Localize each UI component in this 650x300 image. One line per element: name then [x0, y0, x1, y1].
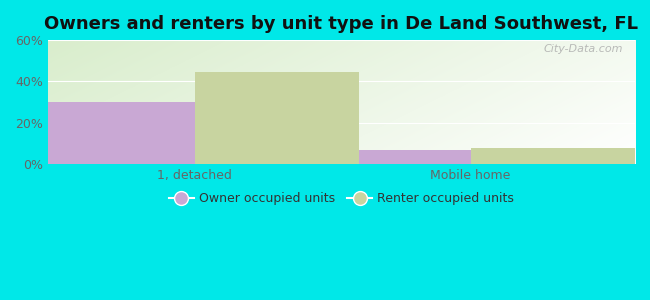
- Title: Owners and renters by unit type in De Land Southwest, FL: Owners and renters by unit type in De La…: [44, 15, 638, 33]
- Bar: [30, 102, 194, 164]
- Legend: Owner occupied units, Renter occupied units: Owner occupied units, Renter occupied un…: [164, 187, 519, 210]
- Text: City-Data.com: City-Data.com: [544, 44, 623, 54]
- Bar: [306, 150, 471, 164]
- Bar: [194, 72, 359, 164]
- Bar: [471, 148, 635, 164]
